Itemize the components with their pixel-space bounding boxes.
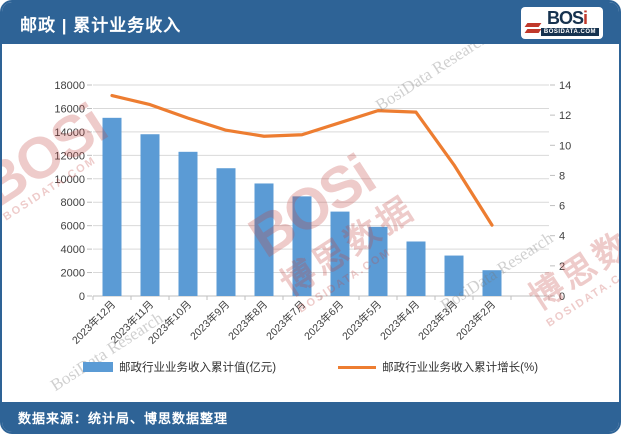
legend-item-growth: 邮政行业业务收入累计增长(%) [338,359,538,375]
bar [102,117,122,296]
left-axis-tick-label: 18000 [54,80,85,92]
logo-stripe-icon [524,23,542,27]
bar [178,151,198,296]
right-axis-tick-label: 6 [559,201,565,213]
left-axis-tick-label: 10000 [54,174,85,186]
left-axis-tick-label: 14000 [54,127,85,139]
bar [482,270,502,296]
right-axis-tick-label: 12 [559,110,571,122]
right-axis-tick-label: 0 [559,291,565,303]
growth-line [110,93,494,227]
logo-stripe-icon [524,29,542,33]
legend-label-growth: 邮政行业业务收入累计增长(%) [382,362,539,374]
bar [254,183,274,296]
bar [368,226,388,296]
left-axis-tick-label: 8000 [61,197,85,209]
header-bar: 邮政 | 累计业务收入 BOSi BOSIDATA.COM [2,2,619,44]
x-axis-category-label: 2023年5月 [339,298,384,343]
page-title: 邮政 | 累计业务收入 [20,15,182,35]
logo-domain-text: BOSIDATA.COM [540,28,599,36]
bar [292,196,312,296]
logo-brand-suffix: i [583,8,588,28]
bar [406,241,426,296]
data-source-text: 数据来源：统计局、博思数据整理 [18,410,229,426]
x-axis-category-label: 2023年4月 [377,298,422,343]
bar [444,255,464,296]
logo-stripes-icon [524,21,542,33]
right-axis-tick-label: 14 [559,80,571,92]
bar [216,168,236,296]
line-series-swatch [338,365,377,369]
x-axis-category-label: 2023年8月 [225,298,270,343]
left-axis-tick-label: 2000 [61,268,85,280]
x-axis-category-label: 2023年7月 [263,298,308,343]
bar [330,211,350,296]
bar-series-swatch [82,362,113,372]
legend-item-revenue: 邮政行业业务收入累计值(亿元) [82,359,277,375]
left-axis-tick-label: 6000 [61,221,85,233]
bosi-logo: BOSi BOSIDATA.COM [521,7,603,39]
legend-label-revenue: 邮政行业业务收入累计值(亿元) [118,362,277,374]
right-axis-tick-label: 10 [559,140,571,152]
x-axis-category-label: 2023年3月 [415,298,460,343]
right-axis-tick-label: 4 [559,231,565,243]
left-axis-tick-label: 12000 [54,150,85,162]
chart-legend: 邮政行业业务收入累计值(亿元) 邮政行业业务收入累计增长(%) [2,359,619,375]
bar [140,134,160,296]
logo-brand-text: BOSi [546,8,588,28]
logo-brand-prefix: BOS [546,8,584,28]
x-axis-category-label: 2023年6月 [301,298,346,343]
left-axis-tick-label: 0 [79,291,85,303]
left-axis-tick-label: 16000 [54,103,85,115]
footer-bar: 数据来源：统计局、博思数据整理 [2,402,619,432]
left-axis-tick-label: 4000 [61,244,85,256]
x-axis-category-label: 2023年2月 [453,298,498,343]
right-axis-tick-label: 8 [559,170,565,182]
right-axis-tick-label: 2 [559,261,565,273]
x-axis-category-label: 2023年9月 [187,298,232,343]
